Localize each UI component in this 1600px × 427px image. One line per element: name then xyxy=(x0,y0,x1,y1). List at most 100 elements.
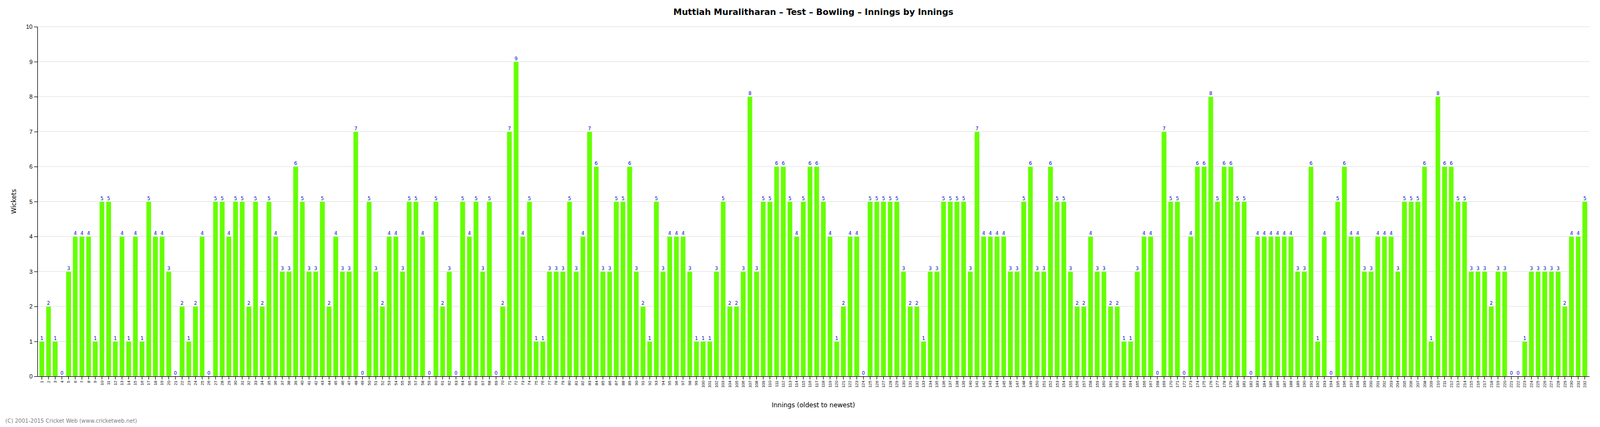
data-label: 3 xyxy=(280,265,284,271)
data-label: 3 xyxy=(755,265,759,271)
data-label: 4 xyxy=(227,230,231,236)
x-tick-label: 198 xyxy=(1355,379,1360,388)
data-label: 0 xyxy=(1516,370,1520,376)
bar xyxy=(646,341,652,377)
x-tick-mark xyxy=(1571,376,1572,380)
x-tick: 96 xyxy=(674,376,679,386)
bar xyxy=(1148,236,1154,376)
bar xyxy=(520,236,526,376)
x-tick-label: 15 xyxy=(132,379,138,385)
x-tick: 113 xyxy=(787,376,793,388)
x-tick-mark xyxy=(168,376,170,380)
x-tick-mark xyxy=(923,376,924,380)
x-tick: 16 xyxy=(139,376,145,386)
x-tick: 28 xyxy=(219,376,225,386)
bar xyxy=(1368,271,1374,377)
y-tick: 9 xyxy=(29,58,38,66)
x-tick: 68 xyxy=(486,376,492,386)
x-tick-label: 104 xyxy=(727,379,733,388)
data-label: 5 xyxy=(788,195,792,202)
x-tick-mark xyxy=(696,376,697,380)
bar xyxy=(733,306,739,376)
x-tick-label: 200 xyxy=(1368,379,1374,388)
x-tick: 53 xyxy=(386,376,392,386)
bar xyxy=(113,341,118,377)
x-tick-label: 78 xyxy=(553,379,559,385)
x-tick-label: 50 xyxy=(366,379,372,385)
x-tick-label: 161 xyxy=(1108,379,1114,388)
bar xyxy=(587,131,592,377)
x-tick-mark xyxy=(355,376,357,380)
x-tick-label: 38 xyxy=(286,379,292,385)
x-tick-mark xyxy=(1304,376,1305,380)
data-label: 0 xyxy=(1155,370,1159,376)
x-tick-mark xyxy=(489,376,490,380)
bar xyxy=(560,271,566,377)
bar xyxy=(987,236,993,376)
bar xyxy=(1221,166,1227,376)
bar xyxy=(66,271,71,377)
x-tick-label: 138 xyxy=(954,379,960,388)
bar xyxy=(59,376,64,377)
x-tick-label: 82 xyxy=(580,379,586,385)
x-tick: 166 xyxy=(1141,376,1147,388)
x-tick: 45 xyxy=(333,376,339,386)
x-tick-label: 131 xyxy=(907,379,913,388)
x-tick-mark xyxy=(1070,376,1071,380)
data-label: 1 xyxy=(40,335,44,341)
bar xyxy=(1502,271,1508,377)
x-tick: 48 xyxy=(353,376,359,386)
x-tick-label: 151 xyxy=(1041,379,1047,388)
x-tick-label: 106 xyxy=(740,379,746,388)
x-tick-mark xyxy=(1364,376,1365,380)
x-tick: 77 xyxy=(547,376,552,386)
bar xyxy=(266,201,272,377)
data-label: 3 xyxy=(1035,265,1039,271)
x-tick: 60 xyxy=(433,376,439,386)
x-tick: 145 xyxy=(1001,376,1007,388)
x-tick-mark xyxy=(702,376,704,380)
data-label: 4 xyxy=(1356,230,1360,236)
data-label: 4 xyxy=(1382,230,1387,236)
chart: 1210344415514141544302124055455252543365… xyxy=(0,0,1600,427)
x-tick-label: 46 xyxy=(340,379,346,385)
x-tick-mark xyxy=(796,376,797,380)
x-tick-label: 219 xyxy=(1495,379,1501,388)
x-tick-label: 5 xyxy=(66,379,71,383)
x-tick-mark xyxy=(369,376,370,380)
x-tick-label: 2 xyxy=(46,379,52,383)
x-tick: 215 xyxy=(1468,376,1474,388)
x-tick-mark xyxy=(983,376,984,380)
bar xyxy=(526,201,532,377)
data-label: 1 xyxy=(1523,335,1527,341)
x-tick: 107 xyxy=(747,376,753,388)
y-tick-label: 7 xyxy=(29,128,33,135)
y-tick-label: 5 xyxy=(29,198,33,205)
bar xyxy=(1388,236,1394,376)
x-tick-label: 70 xyxy=(500,379,506,385)
x-tick-mark xyxy=(141,376,143,380)
y-tick: 7 xyxy=(29,128,38,135)
x-tick-mark xyxy=(75,376,76,380)
x-tick-mark xyxy=(462,376,463,380)
x-tick-mark xyxy=(202,376,203,380)
x-tick: 126 xyxy=(874,376,880,388)
x-tick-mark xyxy=(916,376,918,380)
x-tick: 52 xyxy=(380,376,386,386)
data-label: 3 xyxy=(688,265,692,271)
x-tick: 188 xyxy=(1288,376,1294,388)
y-tick-label: 2 xyxy=(29,302,33,310)
x-tick: 89 xyxy=(627,376,632,386)
bar xyxy=(1248,376,1254,377)
x-tick-mark xyxy=(1083,376,1085,380)
x-tick: 29 xyxy=(226,376,232,386)
bar xyxy=(573,271,579,377)
data-label: 5 xyxy=(240,195,244,202)
x-tick: 177 xyxy=(1214,376,1220,388)
x-tick-mark xyxy=(1384,376,1385,380)
x-tick-mark xyxy=(1076,376,1078,380)
x-tick: 105 xyxy=(734,376,740,388)
x-tick-label: 89 xyxy=(627,379,632,385)
bar xyxy=(179,306,185,376)
x-tick-mark xyxy=(803,376,804,380)
